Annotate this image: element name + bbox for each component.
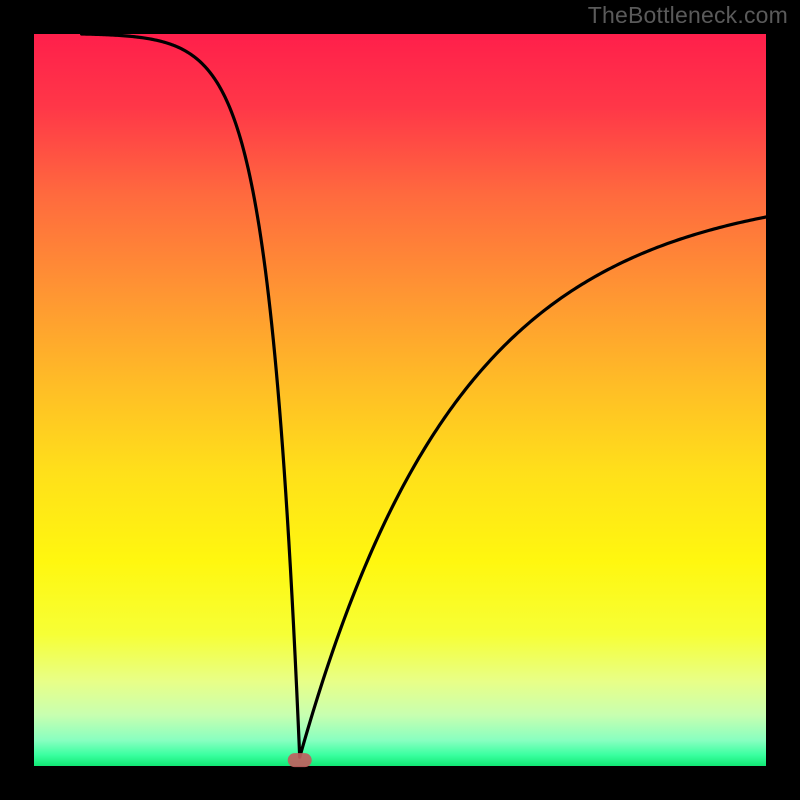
chart-root: TheBottleneck.com (0, 0, 800, 800)
chart-svg (0, 0, 800, 800)
optimal-point-marker (288, 753, 312, 767)
watermark-text: TheBottleneck.com (588, 2, 788, 29)
plot-area (34, 34, 766, 766)
